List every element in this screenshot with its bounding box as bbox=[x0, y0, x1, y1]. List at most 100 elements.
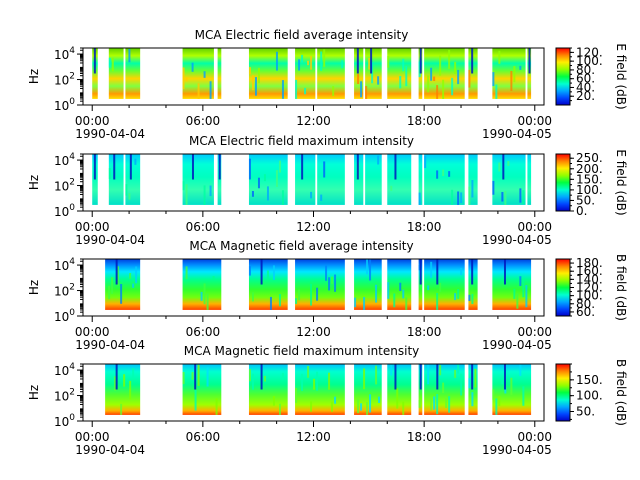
x-tick-label: 00:00 bbox=[75, 220, 110, 234]
texture-streak bbox=[516, 293, 519, 309]
texture-streak bbox=[323, 161, 326, 178]
dropout-streak bbox=[93, 48, 96, 74]
dropout-streak bbox=[471, 364, 474, 390]
texture-streak bbox=[430, 261, 433, 278]
colorbar-frame bbox=[555, 363, 571, 422]
texture-streak bbox=[498, 50, 501, 64]
data-block bbox=[354, 48, 364, 99]
texture-streak bbox=[363, 368, 366, 390]
x-tick-label: 06:00 bbox=[186, 114, 221, 128]
x-tick-label: 06:00 bbox=[186, 325, 221, 339]
dropout-streak bbox=[194, 364, 197, 390]
texture-streak bbox=[501, 192, 504, 202]
texture-streak bbox=[377, 155, 380, 165]
data-block bbox=[354, 259, 382, 310]
colorbar-tick-label: 120. bbox=[576, 45, 603, 59]
x-tick-label: 00:00 bbox=[75, 325, 110, 339]
texture-streak bbox=[519, 65, 522, 70]
texture-streak bbox=[360, 81, 363, 98]
y-axis-label: Hz bbox=[27, 280, 41, 295]
texture-streak bbox=[402, 58, 405, 72]
texture-streak bbox=[504, 387, 507, 394]
x-date-start: 1990-04-04 bbox=[75, 233, 145, 247]
colorbar-tick-label: 60. bbox=[576, 305, 595, 319]
colorbar-tick-label: 100. bbox=[576, 54, 603, 68]
texture-streak bbox=[197, 364, 200, 386]
x-date-end: 1990-04-05 bbox=[482, 443, 552, 457]
texture-streak bbox=[191, 372, 194, 380]
texture-streak bbox=[451, 189, 454, 205]
texture-streak bbox=[263, 375, 266, 382]
data-block bbox=[418, 48, 423, 99]
colorbar-tick-label: 0. bbox=[576, 204, 587, 218]
data-block bbox=[182, 259, 222, 310]
data-block-fill bbox=[295, 364, 345, 415]
texture-streak bbox=[454, 293, 457, 301]
data-block-fill bbox=[248, 364, 288, 415]
texture-streak bbox=[369, 394, 372, 413]
data-block bbox=[387, 48, 412, 99]
texture-streak bbox=[365, 85, 368, 99]
data-block-fill bbox=[365, 48, 382, 99]
texture-streak bbox=[357, 398, 360, 414]
colorbar-label: E field (dB) bbox=[614, 43, 628, 109]
x-tick-label: 00:00 bbox=[75, 430, 110, 444]
data-block-fill bbox=[248, 48, 288, 99]
texture-streak bbox=[357, 73, 360, 85]
dropout-streak bbox=[260, 259, 263, 285]
texture-streak bbox=[439, 365, 442, 376]
texture-streak bbox=[471, 392, 474, 407]
texture-streak bbox=[182, 181, 185, 191]
x-tick-label: 18:00 bbox=[407, 114, 442, 128]
data-block bbox=[365, 48, 382, 99]
colorbar-tick-label: 180. bbox=[576, 256, 603, 270]
texture-streak bbox=[436, 292, 439, 310]
texture-streak bbox=[460, 373, 463, 396]
colorbar-tick-label: 200. bbox=[576, 162, 603, 176]
texture-streak bbox=[128, 48, 131, 63]
texture-streak bbox=[418, 399, 421, 408]
texture-streak bbox=[433, 396, 436, 410]
texture-streak bbox=[341, 60, 344, 69]
dropout-streak bbox=[93, 154, 96, 180]
texture-streak bbox=[418, 192, 421, 205]
texture-streak bbox=[281, 80, 284, 99]
data-block bbox=[527, 154, 532, 205]
data-block bbox=[125, 154, 141, 205]
texture-streak bbox=[310, 401, 313, 412]
x-date-end: 1990-04-05 bbox=[482, 338, 552, 352]
texture-streak bbox=[278, 160, 281, 173]
colorbar-label: B field (dB) bbox=[614, 254, 628, 321]
texture-streak bbox=[263, 174, 266, 182]
texture-streak bbox=[354, 297, 357, 308]
colorbar-tick-label: 50. bbox=[576, 405, 595, 419]
colorbar-frame bbox=[555, 47, 571, 106]
data-block bbox=[317, 154, 345, 205]
dropout-streak bbox=[260, 364, 263, 390]
texture-streak bbox=[393, 293, 396, 308]
dropout-streak bbox=[436, 259, 439, 285]
texture-streak bbox=[323, 49, 326, 67]
texture-streak bbox=[269, 296, 272, 310]
data-block bbox=[492, 154, 526, 205]
texture-streak bbox=[371, 62, 374, 84]
texture-streak bbox=[433, 76, 436, 82]
colorbar bbox=[556, 364, 570, 421]
texture-streak bbox=[281, 372, 284, 380]
x-tick-label: 12:00 bbox=[296, 430, 331, 444]
texture-streak bbox=[427, 285, 430, 291]
texture-streak bbox=[457, 69, 460, 85]
texture-streak bbox=[495, 84, 498, 99]
texture-streak bbox=[310, 191, 313, 199]
texture-streak bbox=[129, 380, 132, 400]
data-block-fill bbox=[387, 364, 412, 415]
x-date-start: 1990-04-04 bbox=[75, 127, 145, 141]
texture-streak bbox=[492, 72, 495, 87]
data-block bbox=[105, 259, 141, 310]
y-tick-label: 104 bbox=[54, 46, 75, 62]
colorbar-tick-label: 100. bbox=[576, 183, 603, 197]
x-date-end: 1990-04-05 bbox=[482, 233, 552, 247]
texture-streak bbox=[468, 186, 471, 205]
panel-2: MCA Electric field maximum intensity Hz 10… bbox=[27, 134, 628, 247]
dropout-streak bbox=[129, 154, 132, 180]
